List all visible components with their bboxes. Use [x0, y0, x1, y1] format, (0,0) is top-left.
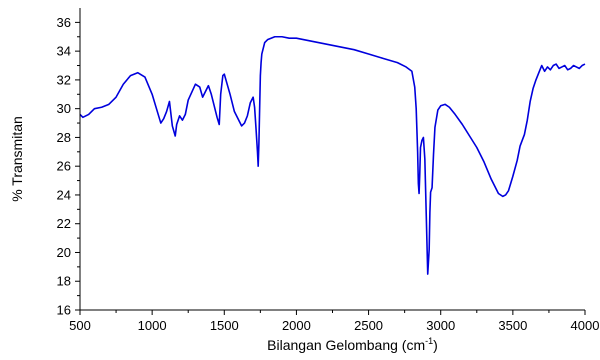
y-tick-label: 36	[57, 15, 71, 30]
x-axis-title: Bilangan Gelombang (cm-1)	[267, 336, 438, 353]
y-tick-label: 18	[57, 274, 71, 289]
plot-area	[79, 35, 586, 275]
y-tick-label: 34	[57, 44, 71, 59]
y-tick-label: 22	[57, 216, 71, 231]
x-axis-title-main: Bilangan Gelombang (cm	[267, 337, 425, 353]
y-tick-label: 24	[57, 187, 71, 202]
x-tick-label: 500	[69, 318, 91, 333]
x-tick-label: 1000	[138, 318, 167, 333]
x-tick-label: 2500	[354, 318, 383, 333]
x-axis-ticks: 500 1000 1500 2000 2500 3000 3500 4000	[69, 310, 599, 333]
y-axis-ticks: 16 18 20 22 24 26 28 30 32 34 36	[57, 15, 80, 318]
spectrum-line	[79, 35, 586, 275]
y-tick-label: 28	[57, 130, 71, 145]
x-tick-label: 1500	[210, 318, 239, 333]
x-tick-label: 3500	[498, 318, 527, 333]
y-tick-label: 32	[57, 72, 71, 87]
x-axis-title-superscript: -1	[425, 336, 433, 346]
x-tick-label: 4000	[571, 318, 600, 333]
y-tick-label: 26	[57, 159, 71, 174]
x-axis-title-suffix: )	[433, 337, 438, 353]
y-tick-label: 30	[57, 101, 71, 116]
y-tick-label: 20	[57, 245, 71, 260]
y-axis-title: % Transmitan	[9, 116, 25, 202]
x-tick-label: 2000	[282, 318, 311, 333]
y-tick-label: 16	[57, 303, 71, 318]
x-tick-label: 3000	[426, 318, 455, 333]
